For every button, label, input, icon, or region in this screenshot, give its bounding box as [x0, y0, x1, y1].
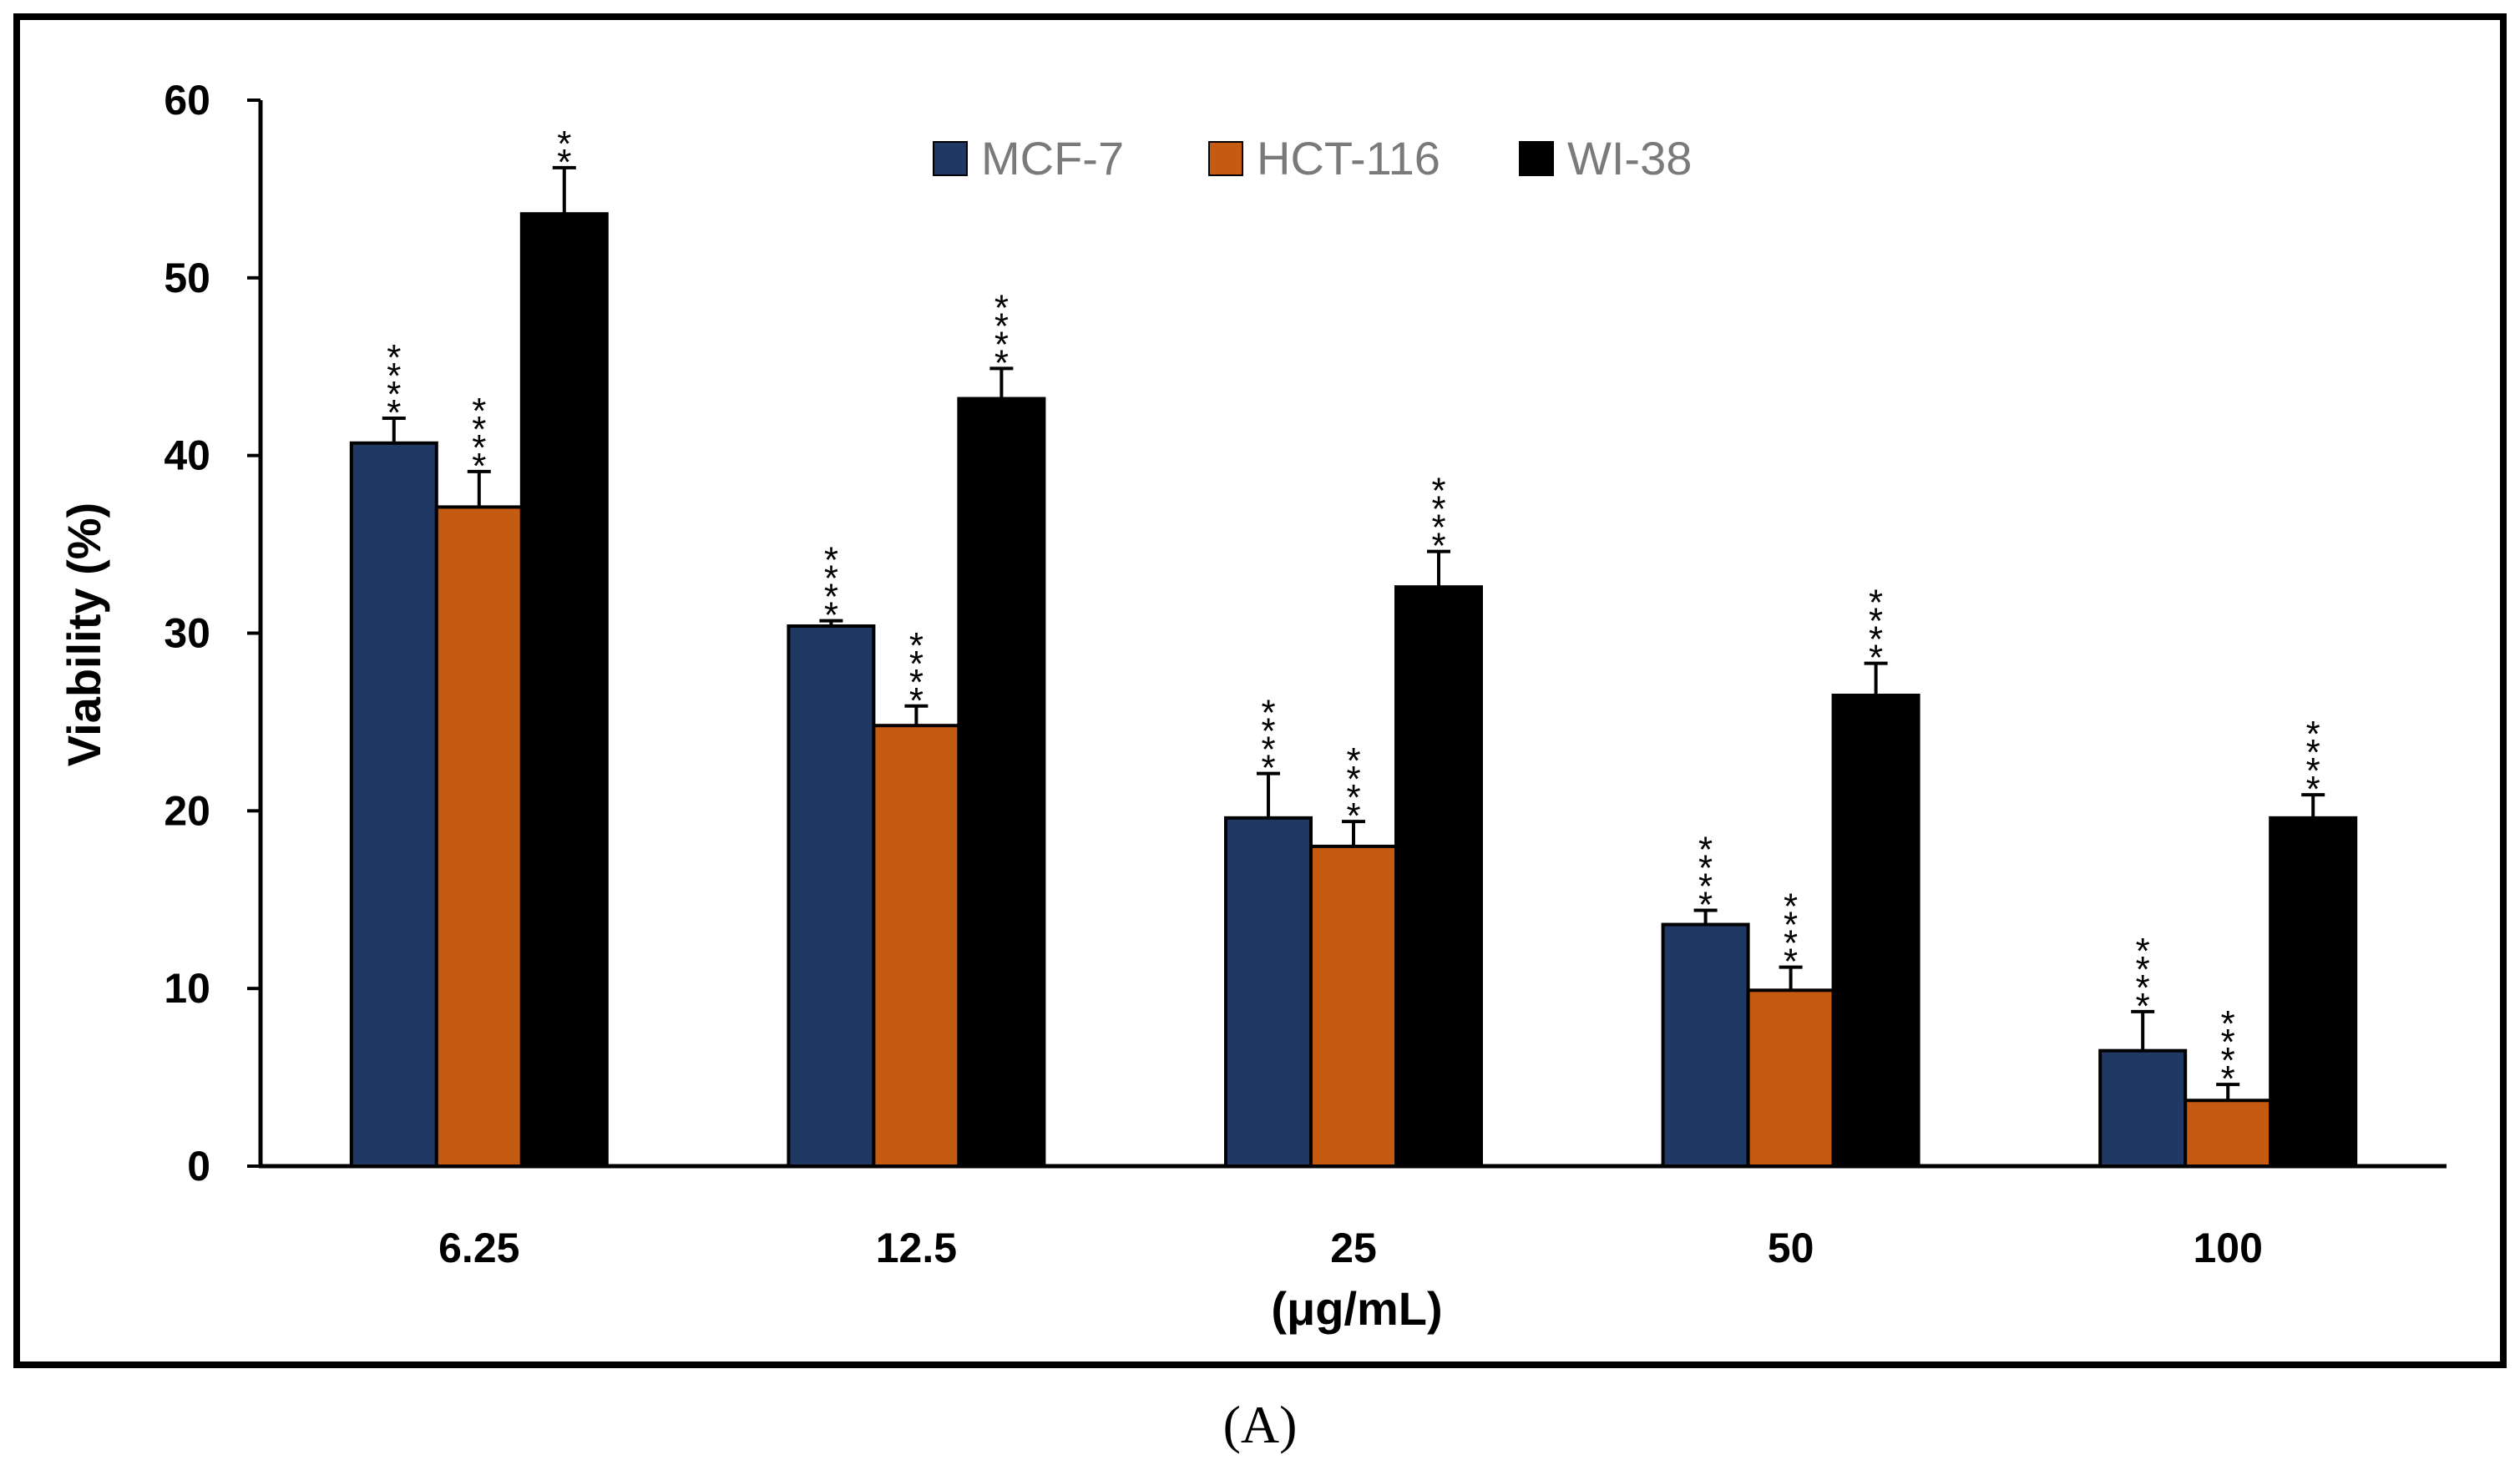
y-tick-label: 0 [187, 1143, 210, 1190]
significance-star: * [909, 625, 923, 666]
x-tick-label: 6.25 [438, 1225, 519, 1271]
significance-star: * [2306, 769, 2320, 810]
bar [1394, 585, 1483, 1168]
significance-star: * [2221, 1003, 2235, 1044]
significance-star: * [1698, 885, 1713, 926]
significance-star: * [1346, 759, 1360, 800]
legend-label-wi38: WI-38 [1567, 132, 1692, 184]
bar [519, 212, 609, 1168]
bar [957, 397, 1046, 1168]
significance-star: * [1346, 777, 1360, 818]
legend: MCF-7 HCT-116 WI-38 [933, 132, 1692, 184]
significance-star: * [1346, 740, 1360, 781]
significance-star: * [1698, 848, 1713, 889]
y-tick-label: 60 [164, 77, 210, 124]
legend-swatch-hct116 [1208, 141, 1243, 176]
significance-star: * [1261, 711, 1275, 752]
significance-star: * [2306, 714, 2320, 755]
significance-star: * [909, 680, 923, 721]
bar [2098, 1048, 2188, 1168]
significance-star: * [1869, 619, 1883, 660]
bar [1831, 693, 1920, 1168]
significance-star: * [824, 558, 838, 599]
legend-label-mcf7: MCF-7 [981, 132, 1124, 184]
y-ticks: 0 10 20 30 40 50 60 [164, 77, 261, 1190]
bar [1309, 844, 1398, 1169]
significance-star: * [472, 409, 486, 450]
significance-star: * [1431, 508, 1445, 548]
significance-star: * [2136, 949, 2150, 990]
bar [1746, 988, 1835, 1169]
y-tick-label: 20 [164, 787, 210, 834]
significance-star: * [2221, 1058, 2235, 1099]
bar [1224, 816, 1313, 1168]
legend-swatch-wi38 [1519, 141, 1554, 176]
x-tick-label: 100 [2193, 1225, 2262, 1271]
significance-star: * [1698, 866, 1713, 907]
significance-star: * [1431, 489, 1445, 530]
significance-star: * [387, 392, 401, 433]
significance-star: * [387, 337, 401, 378]
significance-star: * [824, 577, 838, 618]
significance-star: * [1784, 923, 1798, 964]
significance-star: * [909, 662, 923, 703]
significance-star: * [472, 391, 486, 432]
significance-star: * [557, 142, 571, 183]
significance-star: * [1784, 905, 1798, 946]
x-tick-label: 12.5 [876, 1225, 957, 1271]
significance-star: * [2136, 931, 2150, 972]
x-tick-label: 25 [1330, 1225, 1377, 1271]
y-tick-label: 50 [164, 255, 210, 301]
bar [872, 724, 961, 1168]
significance-star: * [994, 287, 1009, 328]
significance-star: * [1261, 748, 1275, 789]
y-tick-label: 40 [164, 432, 210, 479]
significance-star: * [2136, 967, 2150, 1008]
significance-star: * [824, 595, 838, 636]
significance-star: * [2136, 986, 2150, 1027]
significance-star: * [2306, 750, 2320, 791]
significance-star: * [1261, 730, 1275, 770]
significance-star: * [1431, 471, 1445, 512]
bar [787, 624, 876, 1168]
significance-star: * [1261, 693, 1275, 734]
legend-label-hct116: HCT-116 [1257, 132, 1440, 184]
significance-star: * [1784, 887, 1798, 927]
significance-star: * [2306, 732, 2320, 773]
x-tick-label: 50 [1768, 1225, 1814, 1271]
y-axis-title: Viability (%) [58, 503, 110, 766]
x-ticks: 6.25 12.5 25 50 100 [438, 1225, 2263, 1271]
significance-star: * [994, 324, 1009, 365]
y-tick-label: 30 [164, 610, 210, 657]
significance-star: * [2221, 1022, 2235, 1063]
y-tick-label: 10 [164, 965, 210, 1012]
significance-star: * [994, 306, 1009, 346]
bar [434, 505, 524, 1168]
bar [2269, 816, 2358, 1168]
significance-star: * [1346, 796, 1360, 836]
significance-star: * [1698, 830, 1713, 871]
significance-star: * [1784, 942, 1798, 983]
significance-star: * [472, 446, 486, 487]
significance-star: * [1869, 601, 1883, 642]
panel-label: (A) [1223, 1395, 1298, 1454]
significance-star: * [387, 374, 401, 415]
bars: ****************************************… [349, 124, 2358, 1169]
significance-star: * [1431, 526, 1445, 567]
significance-star: * [994, 342, 1009, 383]
legend-swatch-mcf7 [933, 141, 968, 176]
bar [349, 441, 438, 1168]
significance-star: * [1869, 638, 1883, 679]
significance-star: * [909, 644, 923, 684]
bar [2183, 1099, 2273, 1169]
significance-star: * [557, 124, 571, 164]
x-axis-title: (μg/mL) [1271, 1282, 1442, 1335]
significance-star: * [824, 540, 838, 581]
significance-star: * [2221, 1040, 2235, 1081]
significance-star: * [1869, 583, 1883, 624]
significance-star: * [387, 356, 401, 397]
bar [1661, 922, 1750, 1168]
significance-star: * [472, 427, 486, 468]
